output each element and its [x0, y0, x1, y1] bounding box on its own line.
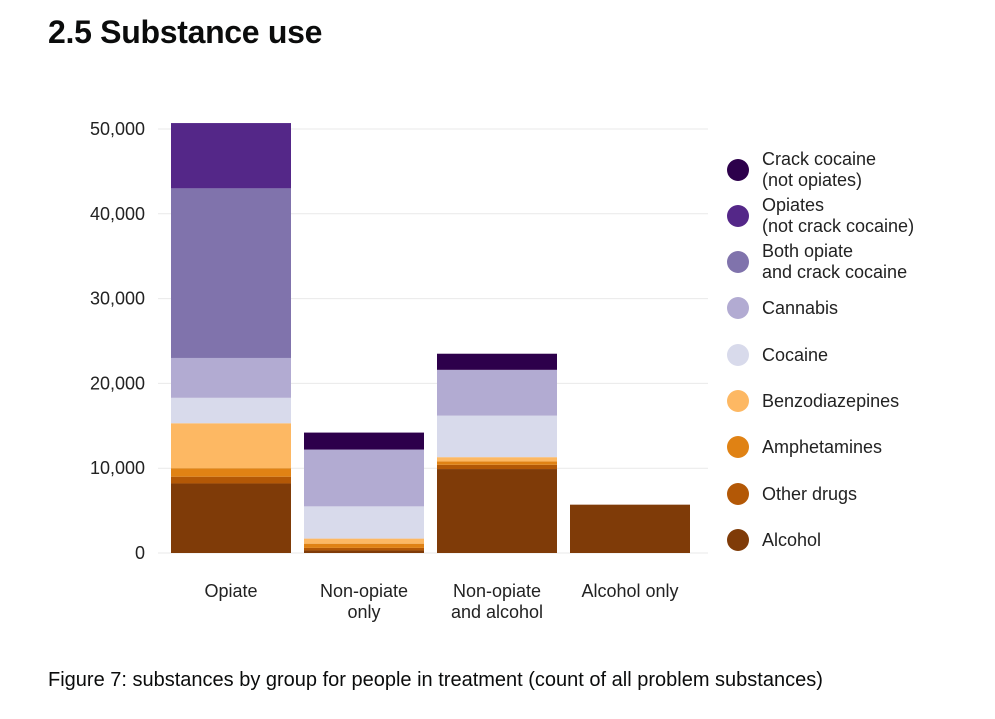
legend-label: Other drugs	[762, 484, 857, 504]
y-tick-label: 0	[135, 543, 145, 563]
bar-segment	[171, 357, 291, 398]
x-tick-label: Opiate	[204, 581, 257, 601]
y-tick-label: 20,000	[90, 373, 145, 393]
legend-label: Alcohol	[762, 530, 821, 550]
bar-segment	[304, 449, 424, 507]
bar-segment	[171, 423, 291, 469]
legend-item: Opiates (not crack cocaine)	[727, 195, 914, 236]
legend-label: Opiates (not crack cocaine)	[762, 195, 914, 236]
legend-label: Crack cocaine (not opiates)	[762, 149, 876, 190]
bar-segment	[304, 432, 424, 450]
legend-swatch	[727, 529, 749, 551]
legend-item: Cannabis	[727, 297, 838, 319]
bar-segment	[437, 457, 557, 462]
x-tick-label: Non-opiate only	[320, 581, 408, 622]
legend-item: Amphetamines	[727, 436, 882, 458]
bar-segment	[437, 415, 557, 458]
legend-item: Other drugs	[727, 483, 857, 505]
bar-segment	[171, 476, 291, 484]
x-tick-label: Alcohol only	[581, 581, 678, 601]
bar-segment	[437, 461, 557, 465]
bar-segment	[171, 397, 291, 424]
y-tick-label: 10,000	[90, 458, 145, 478]
bar-segment	[304, 506, 424, 539]
legend-label: Benzodiazepines	[762, 391, 899, 411]
legend-swatch	[727, 251, 749, 273]
legend-item: Benzodiazepines	[727, 390, 899, 412]
bar-segment	[437, 353, 557, 370]
y-tick-label: 50,000	[90, 119, 145, 139]
y-tick-label: 30,000	[90, 289, 145, 309]
figure-caption: Figure 7: substances by group for people…	[48, 669, 823, 691]
legend-label: Cannabis	[762, 298, 838, 318]
bar-segment	[304, 547, 424, 551]
legend-swatch	[727, 483, 749, 505]
stacked-bar-chart: 0 10,000 20,000 30,000 40,000 50,000 Opiate No…	[90, 119, 914, 622]
legend-item: Crack cocaine (not opiates)	[727, 149, 876, 190]
bar-segment	[171, 483, 291, 553]
bar-segment	[437, 369, 557, 416]
bar-segment	[304, 538, 424, 544]
legend-label: Cocaine	[762, 345, 828, 365]
x-tick-label: Non-opiate and alcohol	[451, 581, 543, 622]
bars	[171, 123, 690, 553]
bar-segment	[437, 469, 557, 553]
y-tick-label: 40,000	[90, 204, 145, 224]
legend-item: Alcohol	[727, 529, 821, 551]
legend-item: Cocaine	[727, 344, 828, 366]
legend-swatch	[727, 390, 749, 412]
x-axis: Opiate Non-opiate only Non-opiate and alcoho…	[204, 581, 678, 622]
bar-segment	[304, 543, 424, 548]
legend-label: Amphetamines	[762, 437, 882, 457]
legend-swatch	[727, 159, 749, 181]
legend-swatch	[727, 344, 749, 366]
legend-swatch	[727, 436, 749, 458]
legend-swatch	[727, 205, 749, 227]
bar-segment	[171, 188, 291, 358]
bar-segment	[437, 464, 557, 470]
bar-segment	[171, 123, 291, 189]
legend-label: Both opiate and crack cocaine	[762, 241, 907, 282]
bar-segment	[304, 550, 424, 553]
legend-item: Both opiate and crack cocaine	[727, 241, 907, 282]
legend: Crack cocaine (not opiates) Opiates (not cr…	[727, 149, 914, 551]
bar-segment	[570, 504, 690, 553]
y-axis: 0 10,000 20,000 30,000 40,000 50,000	[90, 119, 145, 563]
legend-swatch	[727, 297, 749, 319]
page-title: 2.5 Substance use	[48, 14, 323, 50]
bar-segment	[171, 468, 291, 477]
